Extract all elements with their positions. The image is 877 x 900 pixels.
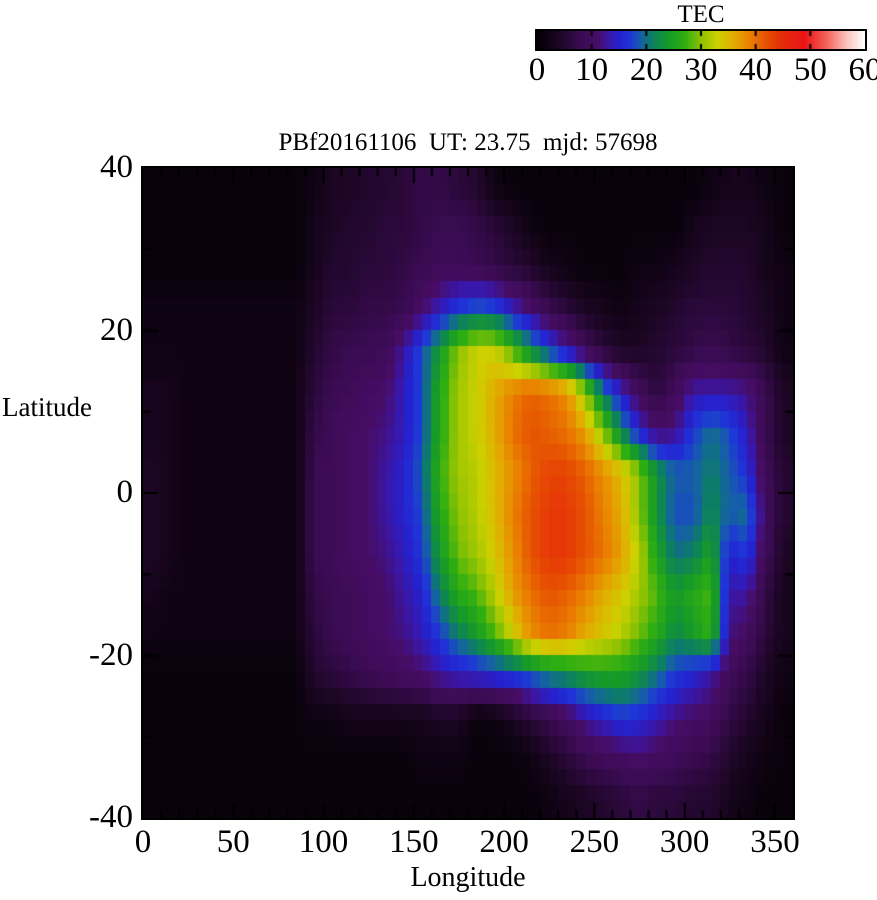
x-tick-label: 350 xyxy=(750,824,800,860)
x-axis-label: Longitude xyxy=(410,862,526,893)
x-tick-label: 200 xyxy=(479,824,529,860)
plot-title: PBf20161106 UT: 23.75 mjd: 57698 xyxy=(278,129,658,156)
colorbar-title: TEC xyxy=(677,1,725,28)
heatmap-canvas xyxy=(143,168,793,818)
y-tick-label: 40 xyxy=(100,149,133,185)
colorbar-tick-label: 60 xyxy=(848,52,877,88)
y-axis-label: Latitude xyxy=(2,392,92,422)
colorbar xyxy=(535,29,867,51)
plot-area xyxy=(141,166,795,820)
colorbar-tick-label: 50 xyxy=(793,52,827,88)
y-tick-label: 0 xyxy=(116,474,134,510)
colorbar-tick-label: 20 xyxy=(629,52,663,88)
x-tick-label: 250 xyxy=(569,824,620,860)
y-tick-label: -20 xyxy=(89,636,133,673)
x-tick-label: 100 xyxy=(298,824,349,860)
y-tick-label: -40 xyxy=(89,799,133,835)
x-tick-label: 0 xyxy=(134,824,152,860)
colorbar-tick-labels: 0 10 20 30 40 50 60 xyxy=(0,0,877,100)
x-tick-label: 150 xyxy=(389,824,439,860)
colorbar-tick-label: 40 xyxy=(739,52,773,88)
colorbar-tick-label: 30 xyxy=(684,52,718,88)
y-tick-labels: 40 20 0 -20 -40 xyxy=(3,0,133,900)
colorbar-tick-label: 10 xyxy=(575,52,609,88)
y-tick-label: 20 xyxy=(100,311,133,348)
colorbar-tick-label: 0 xyxy=(528,52,546,88)
colorbar-gradient-canvas xyxy=(537,31,865,49)
x-tick-label: 300 xyxy=(659,824,710,860)
x-tick-label: 50 xyxy=(216,824,250,860)
